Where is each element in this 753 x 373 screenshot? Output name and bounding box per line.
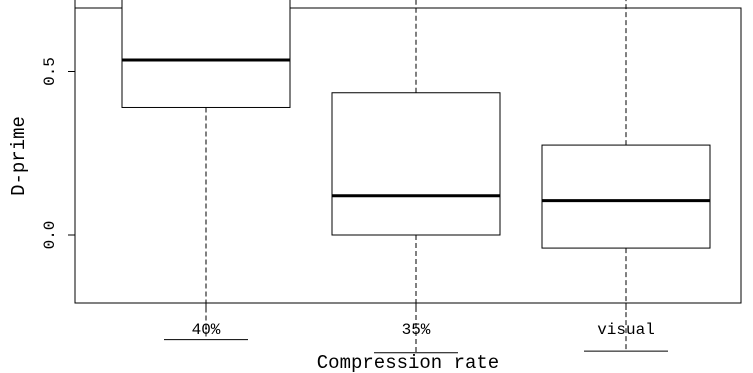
x-axis: 40% 35% visual <box>192 302 655 339</box>
y-tick-label: 0.0 <box>41 221 59 250</box>
iqr-box <box>541 144 711 249</box>
x-tick-label: 35% <box>402 321 431 339</box>
x-axis-label: Compression rate <box>317 352 499 373</box>
boxes-group <box>121 0 711 354</box>
iqr-box <box>331 92 501 236</box>
box-3 <box>541 0 711 352</box>
y-axis: 0.00.51.0 <box>41 0 76 250</box>
y-tick-label: 0.5 <box>41 57 59 86</box>
box-1 <box>121 0 291 341</box>
box-2 <box>331 0 501 354</box>
iqr-box <box>121 0 291 108</box>
x-tick-label: visual <box>597 321 655 339</box>
y-axis-label: D-prime <box>8 116 30 196</box>
x-tick-label: 40% <box>192 321 221 339</box>
